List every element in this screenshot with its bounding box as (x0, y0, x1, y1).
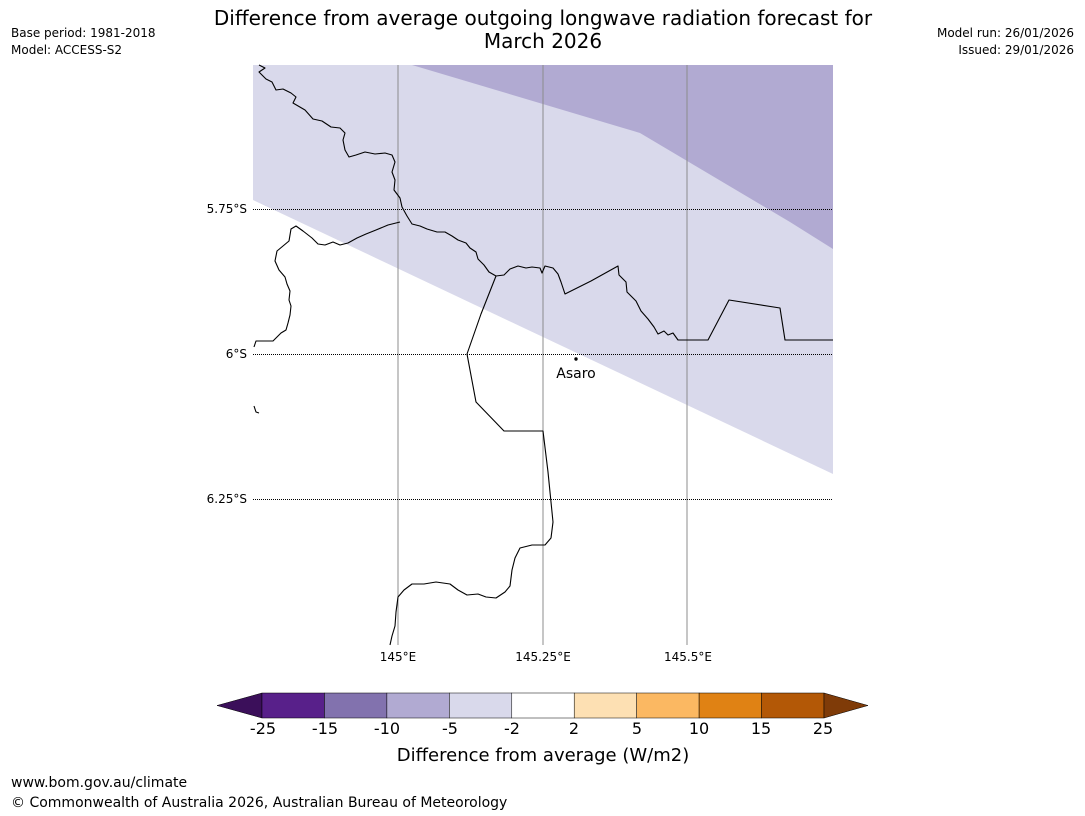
colorbar-tick-label: 15 (750, 719, 772, 738)
colorbar-extend-low (216, 692, 263, 719)
colorbar-tick-label: 5 (631, 719, 643, 738)
asaro-label: Asaro (556, 366, 595, 382)
colorbar-tick-label: 25 (812, 719, 834, 738)
issued-date: Issued: 29/01/2026 (958, 43, 1074, 57)
title-line-1: Difference from average outgoing longwav… (213, 6, 873, 30)
boundary-north (258, 64, 833, 341)
colorbar-swatch (698, 692, 762, 719)
colorbar-tick-label: -5 (442, 719, 458, 738)
colorbar-tick-label: -10 (373, 719, 401, 738)
province-boundaries (253, 64, 833, 646)
lat-label-6s: 6°S (226, 347, 247, 361)
longitude-labels: 145°E 145.25°E 145.5°E (380, 650, 712, 664)
model-name: Model: ACCESS-S2 (11, 43, 123, 57)
boundary-west (389, 275, 554, 646)
colorbar-tick-label: 10 (688, 719, 710, 738)
metadata-left: Base period: 1981-2018 Model: ACCESS-S2 (11, 25, 156, 59)
colorbar-swatch (386, 692, 450, 719)
lon-label-145-5e: 145.5°E (664, 650, 712, 664)
colorbar-swatch (324, 692, 388, 719)
asaro-dot (574, 357, 578, 361)
boundary-fragment (253, 405, 260, 414)
footer-url: www.bom.gov.au/climate (11, 775, 188, 791)
colorbar-title: Difference from average (W/m2) (396, 745, 690, 766)
colorbar-swatch (573, 692, 637, 719)
colorbar-extend-high (823, 692, 869, 719)
colorbar-swatch (511, 692, 575, 719)
colorbar (216, 692, 869, 719)
title-line-2: March 2026 (483, 29, 603, 53)
map-title: Difference from average outgoing longwav… (180, 7, 906, 53)
anomaly-band-minus-10-to-minus-5 (412, 65, 833, 249)
place-marker-asaro: Asaro (556, 357, 596, 382)
colorbar-tick-label: -2 (504, 719, 520, 738)
latitude-gridlines (253, 209, 833, 500)
colorbar-swatch (449, 692, 513, 719)
colorbar-tick-label: -25 (249, 719, 277, 738)
boundary-east (253, 221, 401, 348)
lon-label-145e: 145°E (380, 650, 417, 664)
model-run: Model run: 26/01/2026 (936, 26, 1074, 40)
colorbar-swatch (261, 692, 325, 719)
latitude-labels: 5.75°S 6°S 6.25°S (207, 202, 247, 506)
metadata-right: Model run: 26/01/2026 Issued: 29/01/2026 (937, 25, 1074, 59)
colorbar-swatch (761, 692, 825, 719)
lat-label-6-25s: 6.25°S (207, 492, 247, 506)
lon-label-145-25e: 145.25°E (515, 650, 571, 664)
colorbar-tick-label: 2 (568, 719, 580, 738)
base-period: Base period: 1981-2018 (11, 26, 156, 40)
footer-copyright: © Commonwealth of Australia 2026, Austra… (11, 795, 508, 811)
lat-label-5-75s: 5.75°S (207, 202, 247, 216)
colorbar-tick-label: -15 (311, 719, 339, 738)
colorbar-swatch (636, 692, 700, 719)
